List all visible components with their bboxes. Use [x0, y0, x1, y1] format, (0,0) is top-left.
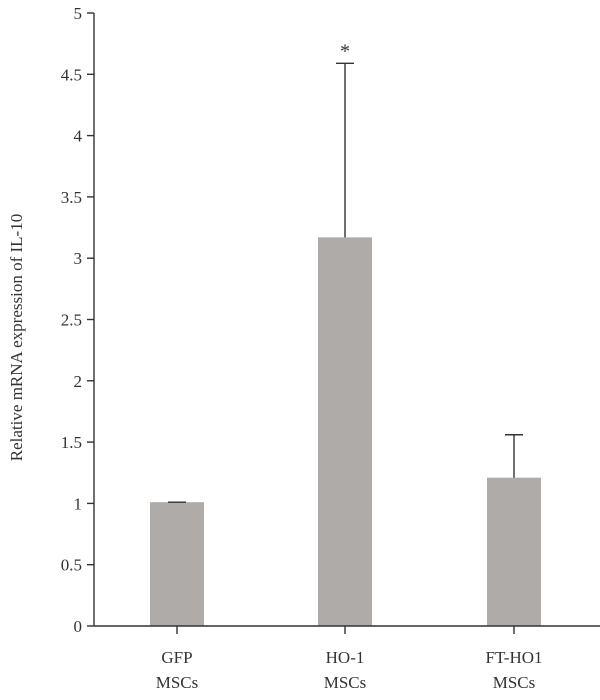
y-tick-label-6: 3 [74, 249, 83, 268]
x-category-label-0-line-0: GFP [161, 648, 192, 667]
significance-marker-1: * [340, 40, 350, 62]
error-bars-group [168, 62, 523, 503]
bars-group [150, 237, 541, 626]
y-tick-label-5: 2.5 [61, 311, 82, 330]
y-tick-label-4: 2 [74, 372, 83, 391]
y-tick-label-3: 1.5 [61, 433, 82, 452]
x-category-label-2-line-1: MSCs [493, 673, 536, 692]
x-labels-group: GFP MSCs HO-1 MSCs FT-HO1 MSCs [156, 648, 543, 692]
y-axis-title: Relative mRNA expression of IL-10 [7, 214, 26, 461]
y-tick-label-1: 0.5 [61, 556, 82, 575]
bar-1 [318, 237, 372, 626]
bar-0 [150, 502, 204, 626]
y-tick-label-10: 5 [74, 4, 83, 23]
y-tick-label-7: 3.5 [61, 188, 82, 207]
bar-2 [487, 477, 541, 626]
x-category-label-1-line-0: HO-1 [326, 648, 365, 667]
annotations-group: * [340, 40, 350, 62]
x-category-label-1-line-1: MSCs [324, 673, 367, 692]
y-ticks-group: 0 0.5 1 1.5 2 2.5 3 3.5 4 4.5 5 [61, 4, 94, 636]
y-tick-label-9: 4.5 [61, 65, 82, 84]
x-category-label-2-line-0: FT-HO1 [486, 648, 543, 667]
y-tick-label-0: 0 [74, 617, 83, 636]
y-tick-label-2: 1 [74, 494, 83, 513]
y-tick-label-8: 4 [74, 127, 83, 146]
x-category-label-0-line-1: MSCs [156, 673, 199, 692]
